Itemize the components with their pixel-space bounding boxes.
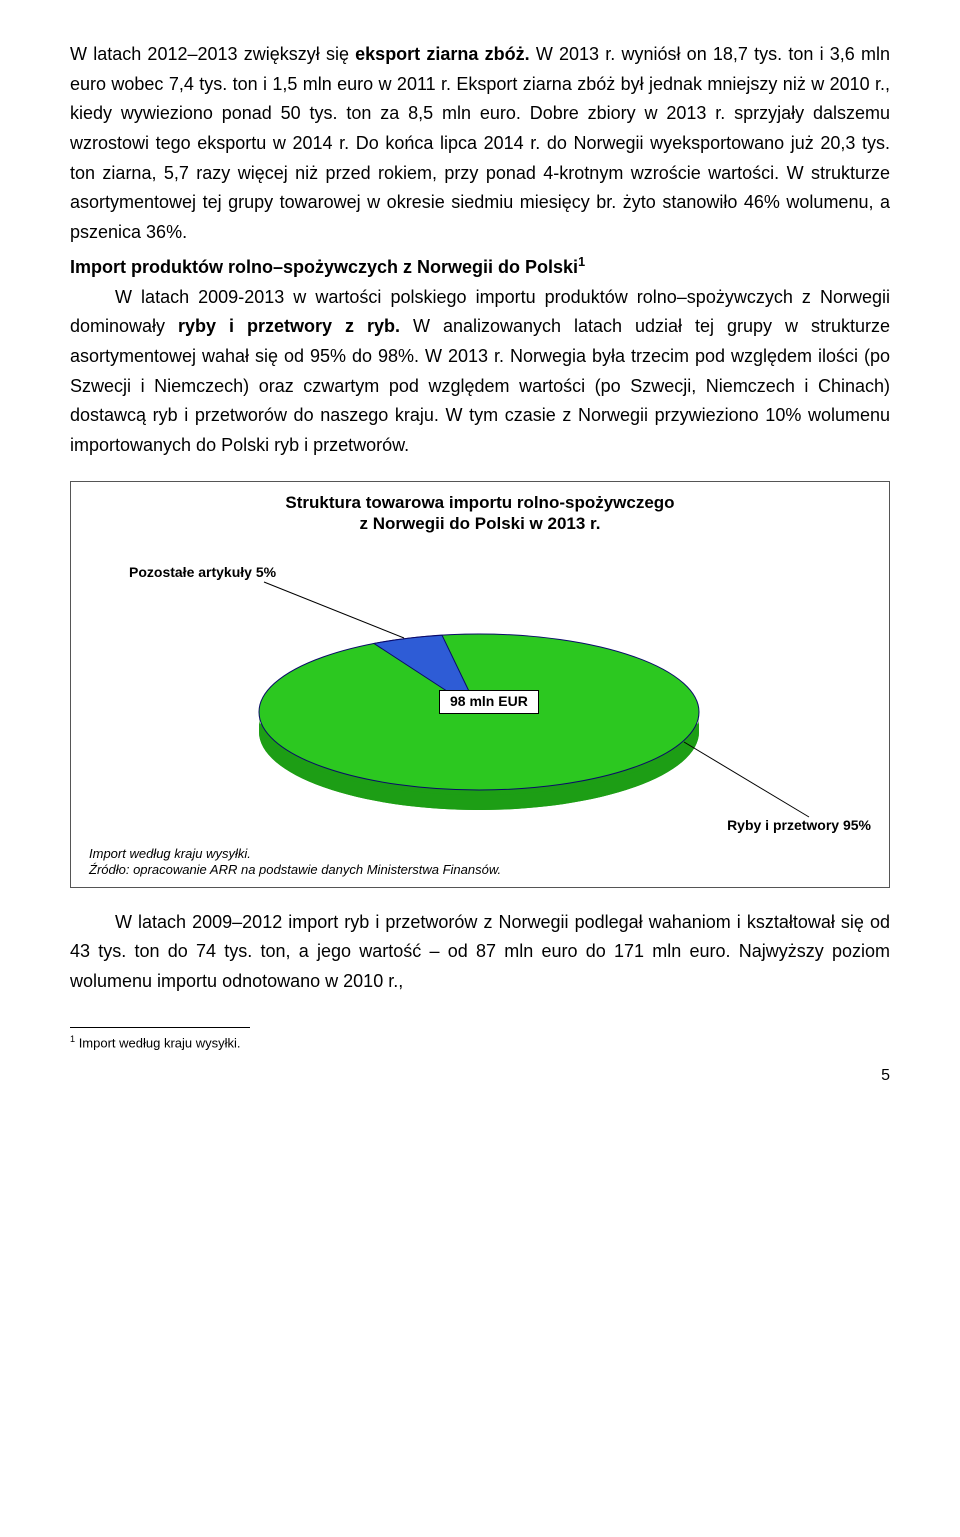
p2-text-c: W analizowanych latach udział tej grupy … [70, 316, 890, 455]
chart-footer-line1: Import według kraju wysyłki. [89, 846, 251, 861]
chart-label-other: Pozostałe artykuły 5% [129, 564, 276, 582]
p3-text: W latach 2009–2012 import ryb i przetwor… [70, 912, 890, 991]
chart-area: Pozostałe artykuły 5% 98 mln EUR Ryby i … [89, 542, 871, 842]
p1-bold: eksport ziarna zbóż. [355, 44, 529, 64]
paragraph-3: W latach 2009–2012 import ryb i przetwor… [70, 908, 890, 997]
chart-footer: Import według kraju wysyłki. Źródło: opr… [89, 846, 871, 879]
paragraph-2: W latach 2009-2013 w wartości polskiego … [70, 283, 890, 461]
page-number: 5 [70, 1063, 890, 1089]
section-heading: Import produktów rolno–spożywczych z Nor… [70, 252, 890, 283]
chart-center-label: 98 mln EUR [439, 690, 539, 714]
footnote-separator [70, 1027, 250, 1028]
p2-bold: ryby i przetwory z ryb. [178, 316, 400, 336]
chart-footer-line2: Źródło: opracowanie ARR na podstawie dan… [89, 862, 501, 877]
chart-container: Struktura towarowa importu rolno-spożywc… [70, 481, 890, 888]
section-sup: 1 [578, 255, 585, 269]
leader-line-fish [684, 742, 809, 817]
chart-title-line1: Struktura towarowa importu rolno-spożywc… [285, 493, 674, 512]
chart-label-fish: Ryby i przetwory 95% [727, 817, 871, 835]
p1-text-c: W 2013 r. wyniósł on 18,7 tys. ton i 3,6… [70, 44, 890, 242]
p1-text-a: W latach 2012–2013 zwiększył się [70, 44, 355, 64]
footnote-text: Import według kraju wysyłki. [79, 1035, 241, 1050]
footnote-num: 1 [70, 1034, 75, 1044]
paragraph-1: W latach 2012–2013 zwiększył się eksport… [70, 40, 890, 248]
section-title: Import produktów rolno–spożywczych z Nor… [70, 257, 578, 277]
chart-title-line2: z Norwegii do Polski w 2013 r. [360, 514, 601, 533]
leader-line-other [264, 582, 404, 638]
chart-title: Struktura towarowa importu rolno-spożywc… [89, 492, 871, 535]
footnote: 1 Import według kraju wysyłki. [70, 1032, 890, 1054]
